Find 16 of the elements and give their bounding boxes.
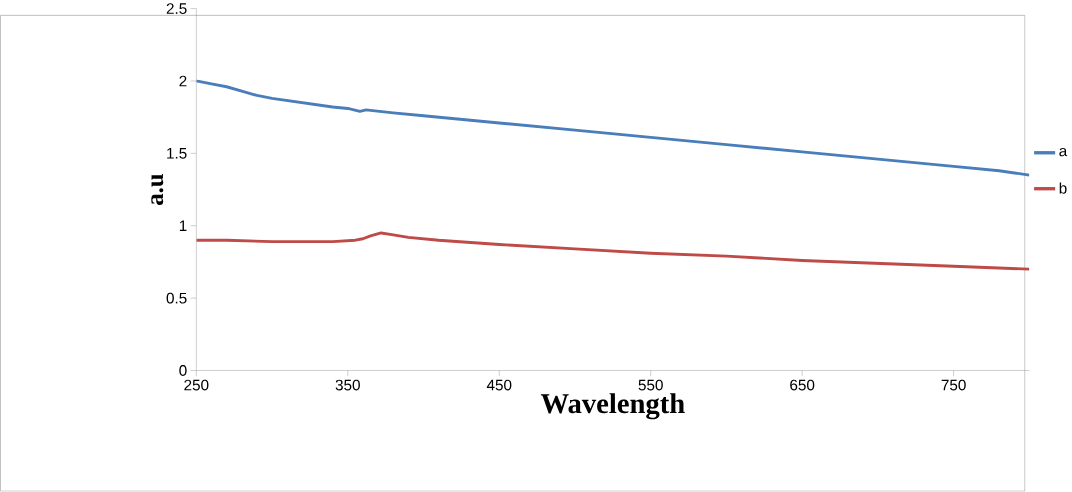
x-tick-label: 750 [941,379,966,391]
x-axis-title: Wavelength [540,393,685,420]
y-tick-label: 0.5 [166,292,187,304]
x-tick-label: 650 [790,379,815,391]
y-tick-label: 2.5 [166,3,187,15]
y-tick-label: 2 [179,75,187,87]
x-tick-label: 250 [184,379,209,391]
x-tick-label: 450 [486,379,512,391]
legend-label: a [1059,148,1068,157]
x-tick-label: 550 [638,379,663,391]
x-tick-label: 350 [335,379,360,391]
y-tick-label: 1 [179,220,187,232]
legend-label: b [1059,182,1067,194]
y-axis-title: a.u [151,174,164,206]
y-tick-label: 0 [179,365,187,377]
y-tick-label: 1.5 [167,148,187,159]
